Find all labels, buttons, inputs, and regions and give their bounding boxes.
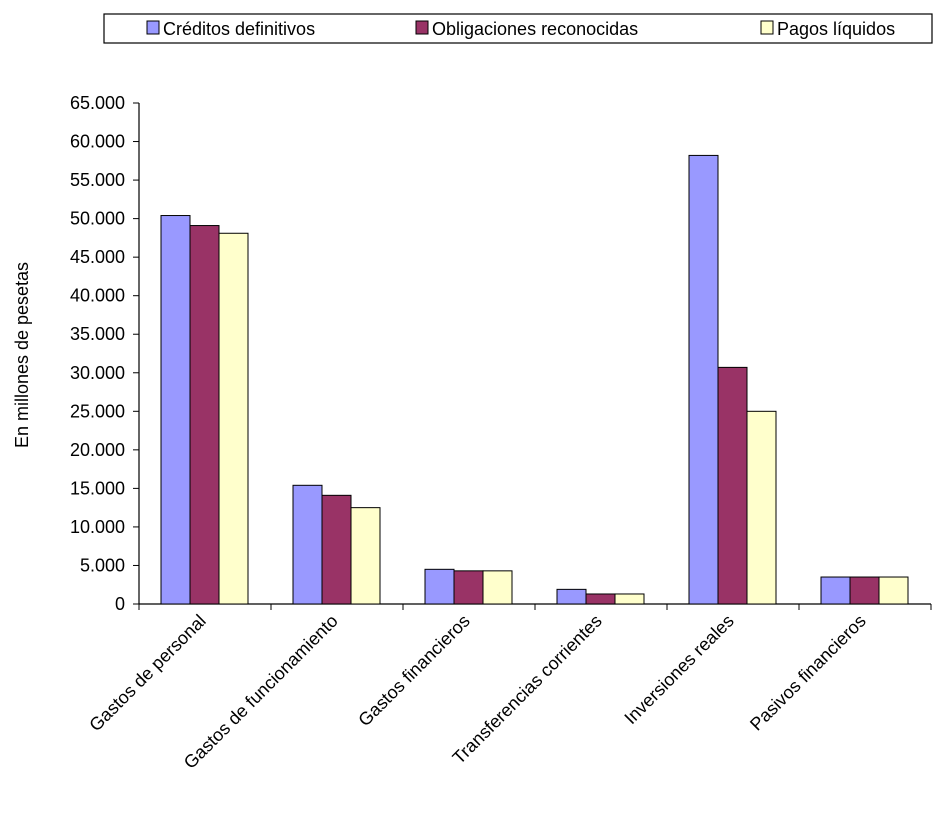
bar bbox=[614, 593, 645, 605]
x-tick-label: Gastos de personal bbox=[85, 611, 210, 736]
bar bbox=[688, 154, 719, 605]
legend-swatch bbox=[146, 20, 160, 35]
y-tick-label: 65.000 bbox=[70, 93, 125, 113]
y-axis-title: En millones de pesetas bbox=[12, 262, 32, 448]
bar bbox=[160, 215, 191, 605]
bar bbox=[424, 568, 455, 605]
y-tick-label: 10.000 bbox=[70, 517, 125, 537]
legend-box bbox=[103, 13, 933, 44]
legend: Créditos definitivos Obligaciones reconoc… bbox=[103, 13, 933, 44]
bars bbox=[160, 154, 909, 605]
legend-swatch bbox=[415, 20, 429, 35]
bar bbox=[321, 494, 352, 605]
y-tick-label: 40.000 bbox=[70, 286, 125, 306]
bar bbox=[556, 588, 587, 605]
y-tick-label: 35.000 bbox=[70, 324, 125, 344]
y-tick-label: 55.000 bbox=[70, 170, 125, 190]
legend-label: Pagos líquidos bbox=[777, 19, 895, 39]
x-tick-label: Transferencias corrientes bbox=[449, 611, 606, 768]
x-tick-label: Gastos de funcionamiento bbox=[180, 611, 342, 773]
x-tick-label: Pasivos financieros bbox=[746, 611, 870, 735]
y-tick-label: 20.000 bbox=[70, 440, 125, 460]
bar bbox=[585, 593, 616, 605]
bar bbox=[218, 232, 249, 605]
y-tick-label: 25.000 bbox=[70, 401, 125, 421]
bar bbox=[482, 570, 513, 605]
x-tick-label: Gastos financieros bbox=[354, 611, 474, 731]
bar bbox=[292, 484, 323, 605]
bar bbox=[189, 225, 220, 605]
legend-label: Créditos definitivos bbox=[163, 19, 315, 39]
bar bbox=[453, 570, 484, 605]
legend-label: Obligaciones reconocidas bbox=[432, 19, 638, 39]
bar bbox=[350, 507, 381, 605]
y-tick-label: 15.000 bbox=[70, 478, 125, 498]
y-tick-label: 5.000 bbox=[80, 555, 125, 575]
x-tick-label: Inversiones reales bbox=[620, 611, 737, 728]
bar bbox=[849, 576, 880, 605]
y-tick-label: 60.000 bbox=[70, 132, 125, 152]
bar bbox=[717, 366, 748, 605]
y-tick-label: 30.000 bbox=[70, 363, 125, 383]
bar bbox=[820, 576, 851, 605]
legend-swatch bbox=[760, 20, 774, 35]
y-tick-label: 0 bbox=[115, 594, 125, 614]
y-tick-label: 45.000 bbox=[70, 247, 125, 267]
bar bbox=[878, 576, 909, 605]
y-tick-label: 50.000 bbox=[70, 209, 125, 229]
bar bbox=[746, 410, 777, 605]
